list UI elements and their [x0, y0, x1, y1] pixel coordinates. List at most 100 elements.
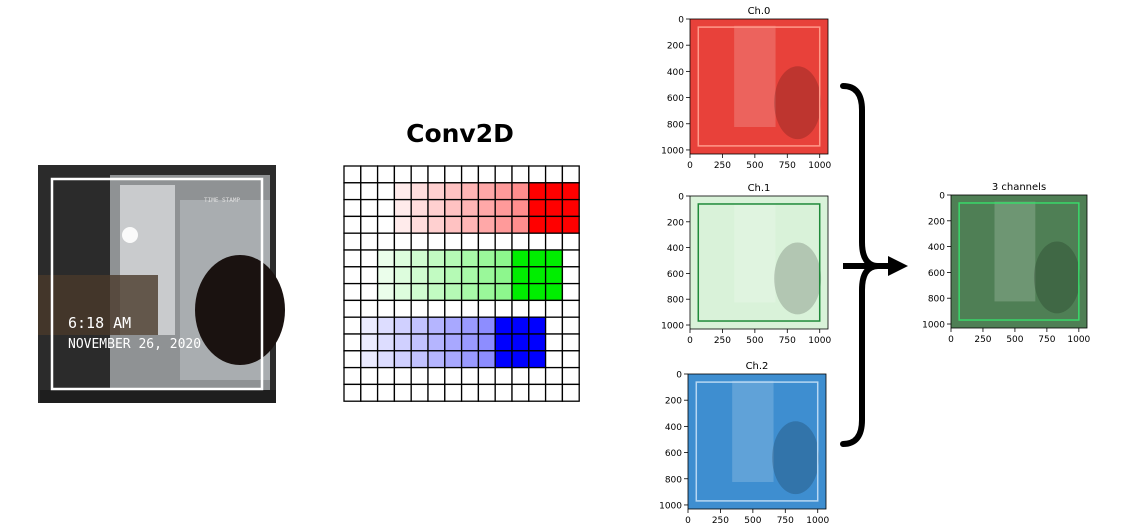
grid-cell [360, 350, 379, 369]
grid-cell [393, 198, 412, 218]
grid-cell [528, 215, 547, 234]
grid-cell [528, 350, 547, 369]
grid-cell [561, 266, 580, 285]
grid-cell [393, 182, 412, 201]
grid-cell [528, 333, 547, 352]
grid-cell [544, 366, 564, 386]
plot-xtick: 500 [744, 516, 761, 526]
plot-ytick: 800 [665, 475, 682, 485]
grid-cell [477, 198, 496, 218]
grid-cell [444, 232, 463, 251]
grid-cell [410, 232, 429, 251]
grid-cell [393, 249, 412, 268]
grid-cell [477, 232, 496, 251]
grid-cell [360, 383, 379, 402]
grid-cell [393, 165, 412, 184]
grid-cell [410, 333, 429, 352]
grid-cell [544, 333, 564, 352]
grid-cell [477, 383, 496, 402]
grid-cell [360, 282, 379, 302]
grid-cell [494, 165, 513, 184]
plot-image [951, 195, 1087, 328]
grid-cell [460, 383, 480, 402]
grid-cell [528, 299, 547, 318]
grid-cell [544, 232, 564, 251]
grid-cell [410, 249, 429, 268]
grid-cell [427, 366, 446, 386]
grid-cell [360, 165, 379, 184]
grid-cell [544, 316, 564, 335]
grid-cell [393, 366, 412, 386]
grid-cell [427, 266, 446, 285]
grid-cell [360, 333, 379, 352]
plot-image [690, 19, 828, 154]
grid-cell [460, 215, 480, 234]
grid-cell [393, 316, 412, 335]
grid-cell [376, 182, 396, 201]
grid-cell [360, 232, 379, 251]
grid-cell [494, 198, 513, 218]
grid-cell [528, 165, 547, 184]
grid-cell [360, 366, 379, 386]
grid-cell [444, 182, 463, 201]
grid-cell [343, 182, 362, 201]
grid-cell [460, 316, 480, 335]
plot-ytick: 0 [678, 16, 684, 26]
grid-cell [494, 182, 513, 201]
grid-cell [427, 232, 446, 251]
grid-cell [511, 282, 530, 302]
grid-cell [376, 215, 396, 234]
grid-cell [477, 350, 496, 369]
grid-cell [444, 366, 463, 386]
plot-xtick: 1000 [806, 516, 829, 526]
grid-cell [511, 333, 530, 352]
grid-cell [561, 282, 580, 302]
grid-cell [343, 215, 362, 234]
grid-cell [460, 266, 480, 285]
grid-cell [410, 299, 429, 318]
grid-cell [561, 198, 580, 218]
grid-cell [511, 316, 530, 335]
grid-cell [444, 350, 463, 369]
grid-cell [544, 350, 564, 369]
grid-cell [511, 299, 530, 318]
grid-cell [427, 350, 446, 369]
grid-cell [360, 266, 379, 285]
grid-cell [444, 198, 463, 218]
conv-grid [343, 165, 580, 402]
grid-cell [494, 215, 513, 234]
grid-cell [460, 299, 480, 318]
grid-cell [511, 198, 530, 218]
grid-cell [444, 165, 463, 184]
grid-cell [427, 383, 446, 402]
grid-cell [494, 383, 513, 402]
plot-xtick: 500 [1006, 335, 1023, 345]
plot-xtick: 0 [948, 335, 954, 345]
grid-cell [477, 282, 496, 302]
grid-cell [343, 299, 362, 318]
grid-cell [427, 198, 446, 218]
grid-cell [477, 316, 496, 335]
plot-xtick: 250 [714, 161, 731, 171]
grid-cell [376, 249, 396, 268]
grid-cell [494, 366, 513, 386]
grid-cell [544, 182, 564, 201]
grid-cell [393, 333, 412, 352]
grid-cell [393, 350, 412, 369]
grid-cell [561, 383, 580, 402]
plot-ytick: 800 [928, 295, 945, 305]
grid-cell [376, 282, 396, 302]
grid-cell [410, 350, 429, 369]
plot-ytick: 1000 [661, 322, 684, 332]
grid-cell [376, 232, 396, 251]
grid-cell [444, 299, 463, 318]
input-photo: 6:18 AM NOVEMBER 26, 2020 TIME STAMP [38, 165, 285, 403]
grid-cell [477, 249, 496, 268]
plot-xtick: 250 [714, 336, 731, 346]
plot-title: 3 channels [992, 182, 1046, 193]
grid-cell [561, 350, 580, 369]
grid-cell [528, 232, 547, 251]
grid-cell [477, 165, 496, 184]
grid-cell [410, 198, 429, 218]
